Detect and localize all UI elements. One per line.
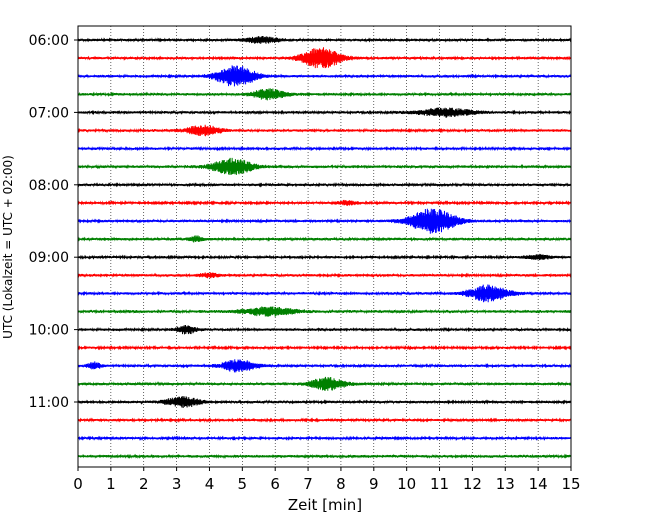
trace-1030 (77, 359, 572, 373)
trace-0815 (77, 199, 572, 206)
trace-0645 (77, 88, 572, 101)
plot-frame (77, 25, 572, 468)
x-tick-label: 0 (73, 475, 83, 493)
trace-1000 (77, 324, 572, 335)
y-tick-label: 09:00 (29, 250, 69, 266)
trace-0845 (77, 235, 572, 243)
y-tick-label: 11:00 (29, 395, 69, 411)
y-tick-label: 07:00 (29, 105, 69, 121)
x-tick-label: 13 (496, 475, 515, 493)
x-tick-label: 14 (529, 475, 548, 493)
x-tick-label: 7 (303, 475, 313, 493)
trace-0800 (77, 182, 572, 188)
x-tick-label: 5 (238, 475, 248, 493)
y-tick-label: 10:00 (29, 323, 69, 339)
trace-0715 (77, 124, 572, 137)
x-axis: 0 1 2 3 4 5 6 7 8 9 10 11 12 13 14 15 (73, 467, 581, 493)
trace-0615 (77, 47, 572, 69)
trace-0900 (77, 253, 572, 261)
trace-1100 (77, 396, 572, 408)
x-tick-label: 10 (397, 475, 416, 493)
trace-1045 (77, 376, 572, 391)
trace-0745 (77, 157, 572, 175)
x-tick-label: 15 (561, 475, 580, 493)
trace-0630 (77, 65, 572, 87)
trace-0945 (77, 306, 572, 317)
y-tick-label: 06:00 (29, 33, 69, 49)
y-tick-label: 08:00 (29, 178, 69, 194)
x-tick-label: 11 (430, 475, 449, 493)
x-axis-label: Zeit [min] (288, 496, 362, 514)
x-tick-label: 1 (106, 475, 116, 493)
trace-1145 (77, 453, 572, 460)
trace-0915 (77, 272, 572, 279)
y-axis-label: UTC (Lokalzeit = UTC + 02:00) (1, 155, 15, 339)
x-tick-label: 12 (463, 475, 482, 493)
x-tick-label: 2 (139, 475, 149, 493)
x-tick-label: 8 (336, 475, 346, 493)
y-axis: 06:00 07:00 08:00 09:00 10:00 11:00 (29, 33, 78, 411)
trace-0700 (77, 107, 572, 118)
x-tick-label: 6 (270, 475, 280, 493)
traces (77, 36, 572, 460)
trace-1115 (77, 417, 572, 423)
trace-0930 (77, 284, 572, 303)
trace-0730 (77, 145, 572, 152)
trace-0830 (77, 208, 572, 234)
trace-1130 (77, 435, 572, 442)
x-tick-label: 3 (172, 475, 182, 493)
trace-0600 (77, 36, 572, 44)
x-tick-label: 9 (369, 475, 379, 493)
x-tick-label: 4 (205, 475, 215, 493)
trace-1015 (77, 344, 572, 351)
